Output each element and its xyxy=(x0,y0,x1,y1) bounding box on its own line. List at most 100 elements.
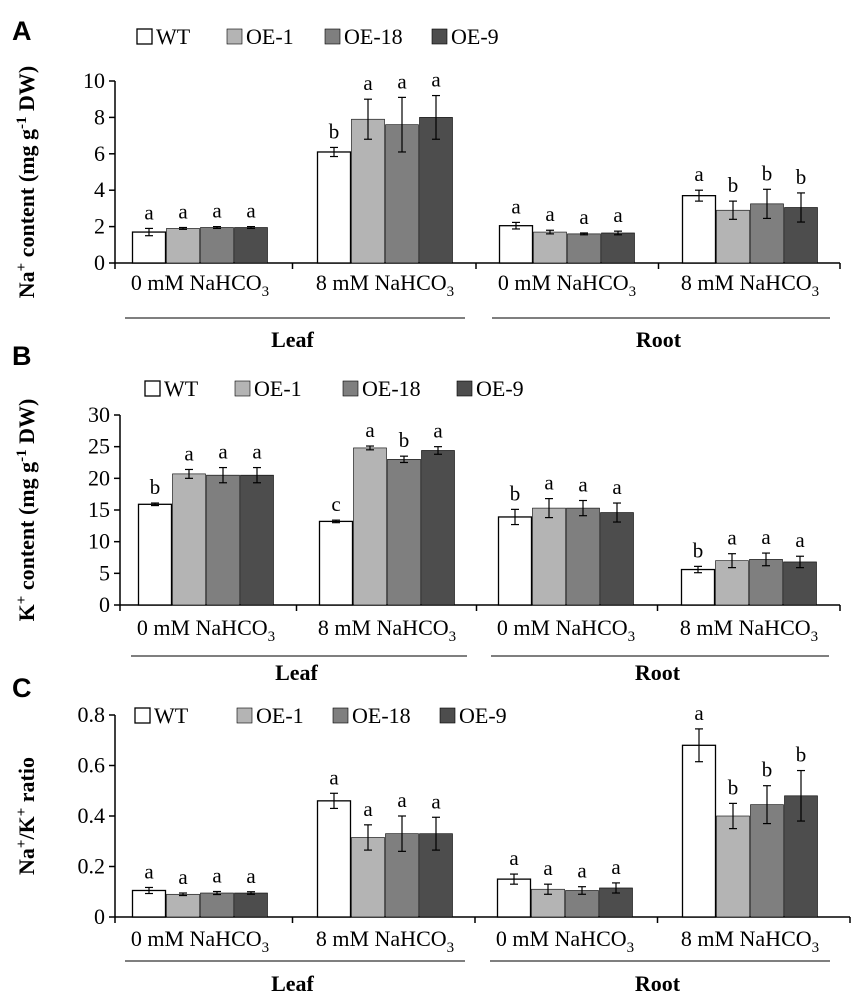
y-axis-title-part: K xyxy=(14,604,39,621)
category-label: 8 mM NaHCO3 xyxy=(680,615,818,645)
category-label: 0 mM NaHCO3 xyxy=(497,615,635,645)
significance-letter: a xyxy=(329,765,339,789)
category-label: 8 mM NaHCO3 xyxy=(316,926,454,956)
category-label: 8 mM NaHCO3 xyxy=(318,615,456,645)
y-tick-label: 0.8 xyxy=(78,702,106,727)
bar xyxy=(166,228,200,264)
significance-letter: b xyxy=(796,165,807,189)
category-label-subscript: 3 xyxy=(262,284,270,300)
bar xyxy=(681,744,717,918)
y-axis-title-part: /K xyxy=(14,816,39,840)
legend-label: OE-1 xyxy=(254,376,302,401)
y-tick-label: 0.6 xyxy=(78,753,106,778)
bar xyxy=(318,520,354,606)
legend-label: OE-1 xyxy=(246,24,294,49)
y-axis-title-superscript: -1 xyxy=(14,449,30,462)
significance-letter: a xyxy=(431,68,441,92)
bar xyxy=(566,507,600,606)
significance-letter: a xyxy=(363,797,373,821)
panel-a: ANa+ content (mg g-1 DW)0246810abaaaaaba… xyxy=(12,16,841,352)
significance-letter: a xyxy=(431,789,441,813)
y-axis-title: K+ content (mg g-1 DW) xyxy=(14,399,39,622)
significance-letter: a xyxy=(694,701,704,725)
legend-swatch xyxy=(144,380,161,397)
category-label: 8 mM NaHCO3 xyxy=(681,270,819,300)
significance-letter: b xyxy=(329,119,340,143)
category-label-text: 8 mM NaHCO xyxy=(681,926,812,951)
bar xyxy=(351,837,385,918)
significance-letter: a xyxy=(144,859,154,883)
bar xyxy=(533,231,567,264)
category-label-text: 0 mM NaHCO xyxy=(137,615,268,640)
legend-swatch xyxy=(136,28,153,45)
significance-letter: a xyxy=(578,473,588,497)
category-label-subscript: 3 xyxy=(447,940,455,956)
y-axis-title: Na+/K+ ratio xyxy=(14,757,39,875)
y-tick-label: 25 xyxy=(88,434,110,459)
bar xyxy=(567,233,601,264)
legend-swatch xyxy=(134,707,151,724)
category-label: 8 mM NaHCO3 xyxy=(316,270,454,300)
bar xyxy=(680,568,716,606)
bar xyxy=(681,195,717,264)
significance-letter: a xyxy=(579,205,589,229)
category-label-text: 0 mM NaHCO xyxy=(131,926,262,951)
bar xyxy=(351,118,385,264)
y-axis-title-superscript: + xyxy=(14,840,30,849)
category-label: 0 mM NaHCO3 xyxy=(137,615,275,645)
significance-letter: a xyxy=(252,440,262,464)
bar xyxy=(419,117,453,264)
significance-letter: a xyxy=(212,199,222,223)
y-tick-label: 0.4 xyxy=(78,803,106,828)
category-label-text: 0 mM NaHCO xyxy=(496,926,627,951)
significance-letter: a xyxy=(365,418,375,442)
legend-label: OE-18 xyxy=(344,24,403,49)
significance-letter: a xyxy=(543,856,553,880)
y-tick-label: 0.2 xyxy=(78,854,106,879)
significance-letter: c xyxy=(331,492,340,516)
y-tick-label: 8 xyxy=(94,104,105,129)
category-label: 0 mM NaHCO3 xyxy=(498,270,636,300)
panel-c: CNa+/K+ ratio00.20.40.60.8aaaaaaabaaabaa… xyxy=(12,673,851,996)
significance-letter: a xyxy=(727,526,737,550)
significance-letter: a xyxy=(544,471,554,495)
legend-label: OE-9 xyxy=(459,703,507,728)
significance-letter: a xyxy=(397,69,407,93)
significance-letter: b xyxy=(693,538,704,562)
category-label-subscript: 3 xyxy=(449,629,457,645)
bar xyxy=(234,227,268,264)
bar xyxy=(532,507,566,606)
legend-label: OE-18 xyxy=(352,703,411,728)
legend-label: OE-1 xyxy=(256,703,304,728)
legend-swatch xyxy=(324,28,341,45)
group-label: Root xyxy=(636,327,682,352)
category-label: 8 mM NaHCO3 xyxy=(681,926,819,956)
bar xyxy=(137,503,173,606)
category-label-subscript: 3 xyxy=(812,940,820,956)
significance-letter: a xyxy=(795,528,805,552)
bar xyxy=(234,892,268,918)
bar xyxy=(316,151,352,264)
group-label: Leaf xyxy=(275,660,318,685)
bar xyxy=(783,561,817,606)
significance-letter: a xyxy=(613,203,623,227)
y-tick-label: 30 xyxy=(88,402,110,427)
legend-label: OE-18 xyxy=(362,376,421,401)
bar xyxy=(172,473,206,606)
significance-letter: a xyxy=(694,162,704,186)
y-axis-title-part: ratio xyxy=(14,757,39,808)
significance-letter: a xyxy=(144,200,154,224)
legend-label: WT xyxy=(156,24,191,49)
category-label-subscript: 3 xyxy=(262,940,270,956)
category-label-subscript: 3 xyxy=(447,284,455,300)
y-tick-label: 20 xyxy=(88,465,110,490)
significance-letter: a xyxy=(246,864,256,888)
group-label: Root xyxy=(635,971,681,996)
significance-letter: a xyxy=(218,440,228,464)
significance-letter: a xyxy=(178,200,188,224)
y-axis-title-part: content (mg g xyxy=(14,462,39,596)
y-axis-title-part: content (mg g xyxy=(14,129,39,263)
group-label: Leaf xyxy=(271,327,314,352)
category-label-text: 8 mM NaHCO xyxy=(681,270,812,295)
y-axis-title-superscript: + xyxy=(14,808,30,817)
